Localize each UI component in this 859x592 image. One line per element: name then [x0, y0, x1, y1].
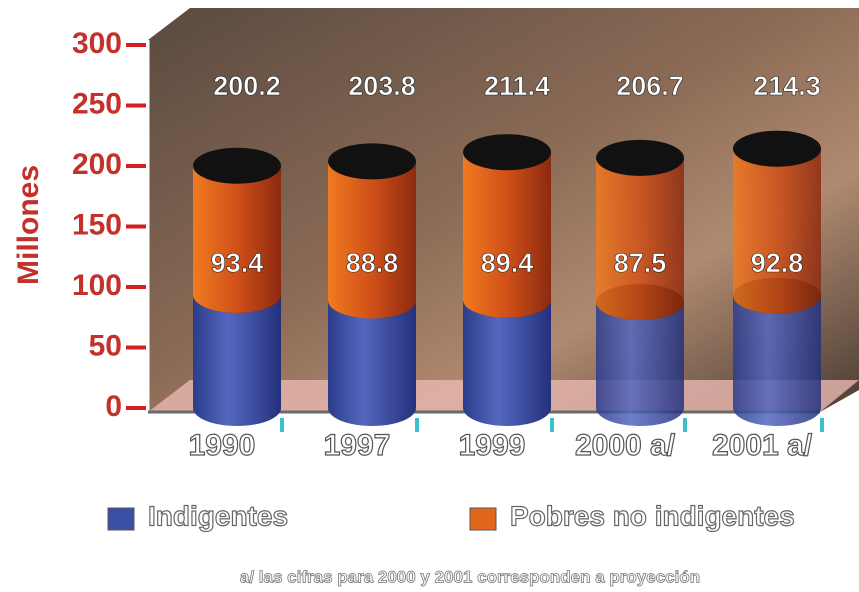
total-label: 211.4: [484, 71, 550, 101]
cylinder-segment: [463, 300, 551, 426]
legend-swatch: [470, 508, 496, 530]
cylinder-segment: [733, 296, 821, 426]
value-label: 92.8: [751, 248, 804, 278]
legend-label: Indigentes: [148, 500, 288, 531]
value-label: 87.5: [614, 248, 667, 278]
cylinder-top: [733, 131, 821, 167]
x-tick-label: 1999: [459, 429, 526, 462]
y-tick-label: 0: [105, 390, 122, 423]
value-label: 88.8: [346, 248, 399, 278]
x-tick-label: 1997: [324, 429, 391, 462]
cylinder-segment: [596, 302, 684, 426]
cylinder-segment: [463, 152, 551, 318]
y-axis-title: Millones: [12, 165, 45, 285]
x-tick-label: 2001 a/: [712, 429, 813, 462]
cylinder-top: [193, 148, 281, 184]
cylinder-segment: [193, 166, 281, 313]
chart: Millones a/ las cifras para 2000 y 2001 …: [0, 0, 859, 592]
cylinder-segment: [596, 158, 684, 320]
footnote: a/ las cifras para 2000 y 2001 correspon…: [240, 567, 700, 586]
value-label: 89.4: [481, 248, 534, 278]
y-tick-label: 250: [72, 87, 122, 120]
cylinder-top: [328, 143, 416, 179]
cylinder-top: [463, 134, 551, 170]
cylinder-segment: [328, 301, 416, 426]
total-label: 200.2: [213, 71, 281, 101]
x-tick-label: 1990: [189, 429, 256, 462]
y-tick-label: 300: [72, 27, 122, 60]
total-label: 206.7: [616, 71, 684, 101]
legend-swatch: [108, 508, 134, 530]
total-label: 203.8: [348, 71, 416, 101]
y-tick-label: 50: [89, 329, 122, 362]
y-tick-label: 100: [72, 269, 122, 302]
cylinder-segment: [328, 161, 416, 318]
y-tick-label: 150: [72, 208, 122, 241]
value-label: 93.4: [211, 248, 264, 278]
cylinder-segment: [733, 149, 821, 314]
x-tick-label: 2000 a/: [575, 429, 676, 462]
cylinder-top: [596, 140, 684, 176]
total-label: 214.3: [753, 71, 821, 101]
y-tick-label: 200: [72, 148, 122, 181]
cylinder-segment: [193, 295, 281, 426]
legend-label: Pobres no indigentes: [510, 500, 795, 531]
